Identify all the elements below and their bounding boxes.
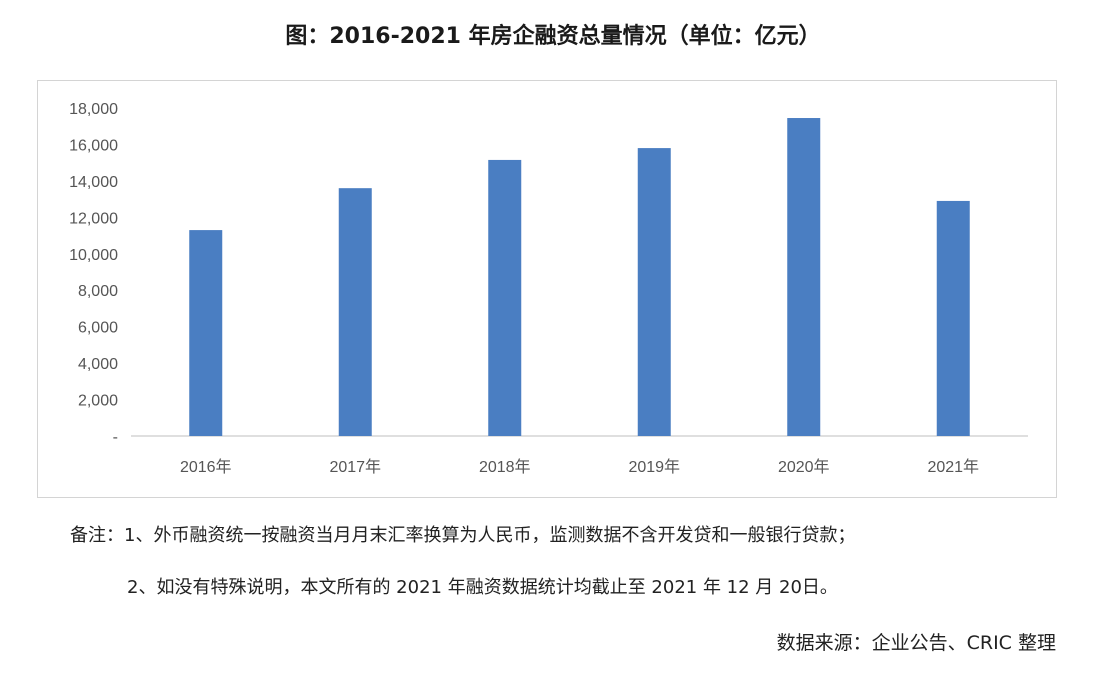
y-tick-label: 12,000 bbox=[69, 210, 118, 227]
note-line-2: 2、如没有特殊说明，本文所有的 2021 年融资数据统计均截止至 2021 年 … bbox=[127, 577, 838, 598]
y-tick-label: 10,000 bbox=[69, 247, 118, 264]
bar-chart: - 2,000 4,000 6,000 8,000 10,000 12,000 14,000 1… bbox=[69, 101, 1028, 476]
note-line-1: 备注：1、外币融资统一按融资当月月末汇率换算为人民币，监测数据不含开发贷和一般银… bbox=[70, 525, 856, 546]
chart-frame: - 2,000 4,000 6,000 8,000 10,000 12,000 14,000 1… bbox=[37, 80, 1057, 498]
x-tick-label: 2018年 bbox=[479, 458, 531, 476]
bar bbox=[189, 230, 223, 436]
bar bbox=[936, 200, 970, 436]
y-tick-label: 14,000 bbox=[69, 174, 118, 191]
x-tick-label: 2019年 bbox=[628, 458, 680, 476]
bar bbox=[488, 159, 522, 436]
x-tick-label: 2017年 bbox=[329, 458, 381, 476]
y-tick-label: 8,000 bbox=[78, 283, 118, 300]
data-source: 数据来源：企业公告、CRIC 整理 bbox=[776, 632, 1056, 654]
x-tick-label: 2016年 bbox=[180, 458, 232, 476]
y-tick-label: - bbox=[113, 429, 118, 446]
x-tick-label: 2021年 bbox=[927, 458, 979, 476]
x-tick-label: 2020年 bbox=[778, 458, 830, 476]
y-tick-label: 6,000 bbox=[78, 320, 118, 337]
y-tick-label: 2,000 bbox=[78, 393, 118, 410]
chart-title: 图：2016-2021 年房企融资总量情况（单位：亿元） bbox=[285, 24, 821, 49]
bar bbox=[338, 188, 372, 436]
y-tick-label: 18,000 bbox=[69, 101, 118, 118]
y-tick-label: 16,000 bbox=[69, 137, 118, 154]
bar bbox=[637, 148, 671, 436]
y-tick-label: 4,000 bbox=[78, 356, 118, 373]
bar bbox=[787, 118, 821, 436]
